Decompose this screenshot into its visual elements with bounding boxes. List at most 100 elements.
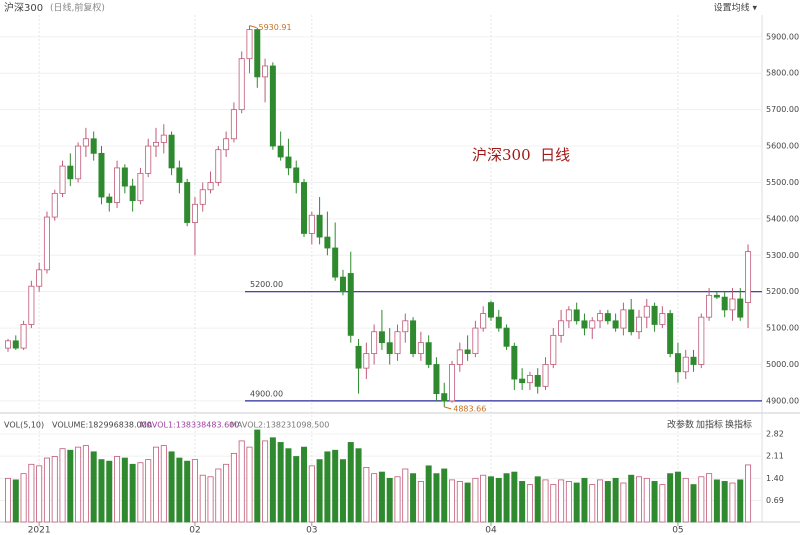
volume-bar (153, 446, 160, 523)
annotation-label: 5930.91 (258, 23, 291, 32)
candle-body (480, 313, 487, 329)
toolbar-button[interactable]: 改参数 (667, 419, 694, 431)
volume-bar (386, 477, 393, 523)
horizontal-line-label: 4900.00 (250, 389, 283, 398)
y-tick-label: 5600.00 (766, 142, 799, 151)
candle-body (402, 320, 409, 333)
candle-body (285, 156, 292, 169)
menu-button[interactable]: 设置均线 ▾ (714, 2, 758, 14)
volume-bar (332, 449, 339, 523)
volume-bar (114, 456, 121, 523)
candle-body (332, 247, 339, 278)
y-tick-label: 2.82 (766, 430, 784, 439)
candle-body (511, 345, 518, 380)
candle-body (534, 375, 541, 387)
volume-bar (176, 457, 183, 523)
candle-body (254, 29, 261, 78)
candle-body (238, 58, 245, 111)
volume-bar (59, 448, 66, 523)
volume-bar (394, 476, 401, 523)
volume-bar (121, 457, 128, 523)
candle-body (20, 324, 27, 349)
candle-body (277, 145, 284, 158)
candle-body (230, 109, 237, 140)
candle-body (690, 356, 697, 365)
volume-bar (324, 451, 331, 523)
toolbar-button[interactable]: 加指标 (696, 419, 723, 431)
y-tick-label: 5000.00 (766, 360, 799, 369)
volume-bar (43, 457, 50, 523)
volume-bar (20, 473, 27, 523)
volume-bar (713, 479, 720, 523)
candle-body (12, 340, 19, 349)
volume-bar (355, 448, 362, 523)
x-tick-label: 2021 (28, 526, 51, 535)
y-tick-label: 5900.00 (766, 32, 799, 41)
candle-body (550, 334, 557, 365)
candle-body (667, 313, 674, 354)
candle-body (301, 182, 308, 234)
y-tick-label: 0.69 (766, 496, 784, 505)
volume-bar (464, 482, 471, 523)
y-tick-label: 5100.00 (766, 324, 799, 333)
candle-body (417, 342, 424, 354)
candle-body (137, 172, 144, 202)
volume-bar (51, 456, 58, 523)
volume-bar (347, 442, 354, 523)
candle-body (581, 320, 588, 329)
volume-bar (449, 479, 456, 523)
candle-body (269, 65, 276, 147)
y-tick-label: 5700.00 (766, 105, 799, 114)
volume-bar (90, 451, 97, 523)
candle-body (651, 305, 658, 325)
candle-body (597, 313, 604, 322)
volume-bar (254, 429, 261, 523)
candle-body (176, 167, 183, 183)
y-tick-label: 5500.00 (766, 178, 799, 187)
volume-bar (160, 445, 167, 523)
volume-bar (503, 473, 510, 523)
volume-bar (635, 476, 642, 523)
candle-body (394, 331, 401, 354)
candle-body (659, 313, 666, 325)
chart-subtitle: (日线,前复权) (50, 2, 105, 14)
candle-body (410, 320, 417, 354)
candle-body (589, 320, 596, 329)
volume-bar (472, 477, 479, 523)
volume-bar (667, 473, 674, 523)
x-tick-label: 04 (485, 526, 497, 535)
candle-body (565, 309, 572, 322)
candle-body (542, 364, 549, 387)
candle-body (316, 214, 323, 238)
candle-body (145, 145, 152, 174)
volume-bar (106, 460, 113, 523)
candle-body (456, 349, 463, 365)
annotation-pointer (444, 406, 452, 410)
volume-bar (137, 462, 144, 523)
volume-bar (36, 465, 43, 523)
volume-bar (246, 446, 253, 523)
candle-body (82, 138, 89, 147)
candle-body (355, 345, 362, 369)
candle-body (558, 320, 565, 336)
volume-bar (628, 474, 635, 523)
volume-bar (433, 473, 440, 523)
candle-body (67, 165, 74, 180)
volume-bar (28, 463, 35, 523)
candle-body (745, 251, 752, 304)
candle-body (495, 316, 502, 329)
candle-body (308, 214, 315, 234)
candle-body (184, 182, 191, 223)
candle-body (487, 302, 494, 318)
candle-body (262, 65, 269, 78)
candle-body (425, 342, 432, 365)
volume-bar (511, 471, 518, 523)
volume-bar (316, 459, 323, 523)
toolbar-button[interactable]: 换指标 (725, 419, 752, 431)
volume-bar (604, 481, 611, 523)
volume-bar (425, 465, 432, 523)
candle-body (59, 165, 66, 194)
x-tick-label: 05 (672, 526, 683, 535)
volume-bar (199, 474, 206, 523)
